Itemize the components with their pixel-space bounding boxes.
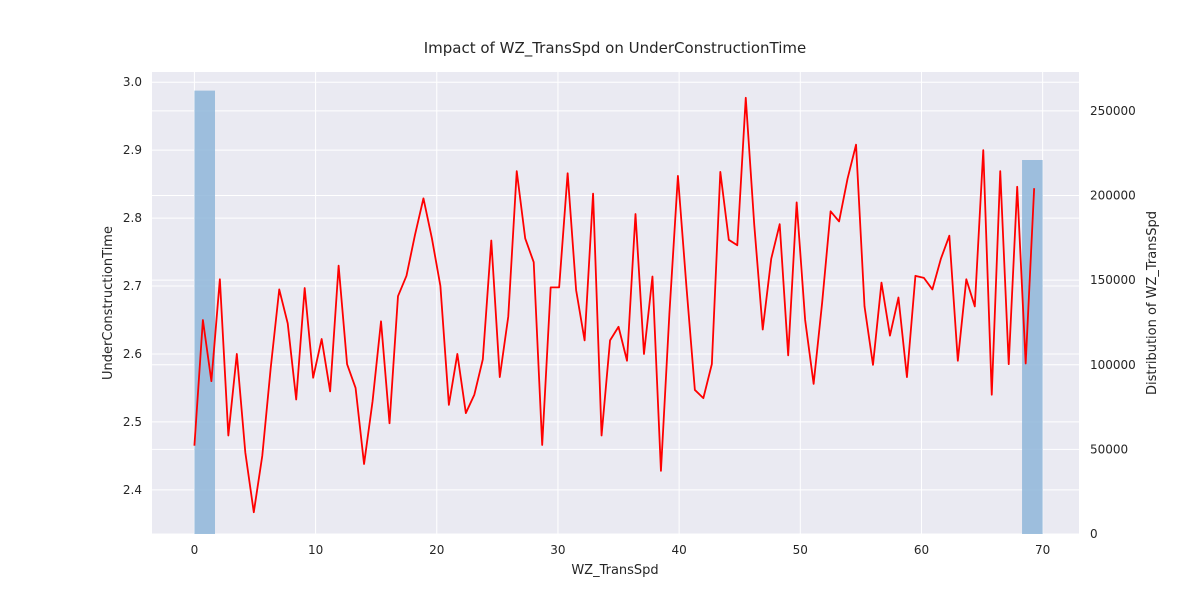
y2-tick-label: 200000 (1090, 189, 1136, 203)
x-tick-label: 0 (191, 543, 199, 557)
y2-axis-label: Distribution of WZ_TransSpd (1145, 211, 1160, 395)
distribution-bar (1022, 160, 1043, 534)
plot-background (152, 72, 1079, 534)
x-tick-label: 30 (550, 543, 565, 557)
x-axis-label: WZ_TransSpd (571, 563, 658, 578)
y-tick-label: 2.7 (123, 279, 142, 293)
y-tick-label: 2.8 (123, 211, 142, 225)
y2-tick-labels: 0 50000 100000 150000 200000 250000 (1090, 104, 1136, 541)
y-tick-label: 2.9 (123, 143, 142, 157)
distribution-bar (194, 90, 216, 534)
y2-tick-label: 50000 (1090, 442, 1128, 456)
distribution-bars (194, 90, 1043, 534)
x-tick-label: 10 (308, 543, 323, 557)
line-layer (193, 96, 1036, 514)
y-tick-label: 2.6 (123, 347, 142, 361)
x-tick-label: 70 (1035, 543, 1050, 557)
y-tick-label: 3.0 (123, 75, 142, 89)
x-tick-labels: 0 10 20 30 40 50 60 70 (191, 543, 1051, 557)
x-tick-label: 20 (429, 543, 444, 557)
y-tick-labels: 2.4 2.5 2.6 2.7 2.8 2.9 3.0 (123, 75, 142, 497)
y2-tick-label: 150000 (1090, 273, 1136, 287)
x-tick-label: 50 (793, 543, 808, 557)
series-line (193, 96, 1036, 514)
grid-layer (152, 72, 1079, 535)
y2-tick-label: 250000 (1090, 104, 1136, 118)
x-tick-label: 60 (914, 543, 929, 557)
y2-tick-label: 100000 (1090, 358, 1136, 372)
chart-title: Impact of WZ_TransSpd on UnderConstructi… (424, 39, 807, 58)
y2-tick-label: 0 (1090, 527, 1098, 541)
y-tick-label: 2.5 (123, 415, 142, 429)
y-axis-label: UnderConstructionTime (101, 226, 116, 380)
y-tick-label: 2.4 (123, 483, 142, 497)
x-tick-label: 40 (671, 543, 686, 557)
